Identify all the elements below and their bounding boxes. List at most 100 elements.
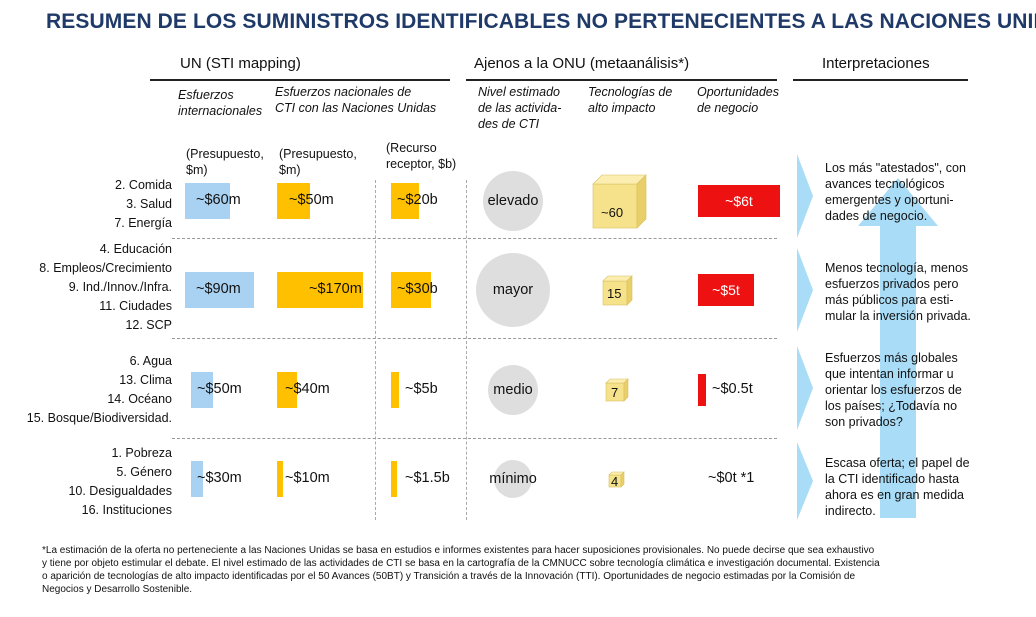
row-separator [172,238,777,239]
tech-count: 15 [607,285,622,301]
sdg-label: 13. Clima [119,373,172,387]
interpretation-line: Esfuerzos más globales [825,351,958,365]
recipient-resource-value: ~$30b [397,281,438,297]
interpretation-text: Los más "atestados", con avances tecnológ… [825,160,1000,224]
column-separator [375,180,376,520]
business-opportunity-box: ~$5t [698,274,754,306]
sdg-label-group: 4. Educación 8. Empleos/Crecimiento 9. Ind… [39,240,172,335]
tech-cube-icon [605,378,629,402]
activity-level-circle: medio [488,365,538,415]
sdg-label: 16. Instituciones [81,503,172,517]
intl-budget-value: ~$30m [197,470,242,486]
chevron-right-icon [797,154,813,238]
sdg-label: 3. Salud [126,197,172,211]
activity-level-label: mayor [492,282,534,298]
interpretation-line: la CTI identificado hasta [825,472,960,486]
unit-recurso: (Recurso receptor, $b) [386,141,457,171]
interpretation-line: avances tecnológicos [825,177,945,191]
activity-level-label: elevado [487,193,539,209]
subheader-level: Nivel estimado de las activida- des de C… [478,85,562,131]
intl-budget-bar [185,272,254,308]
sdg-label-group: 1. Pobreza 5. Género 10. Desigualdades 16. … [68,444,172,520]
interpretation-line: que intentan informar u [825,367,954,381]
recipient-resource-bar [391,183,419,219]
page-title: RESUMEN DE LOS SUMINISTROS IDENTIFICABLE… [46,10,1036,33]
business-opportunity-box: ~$6t [698,185,780,217]
sdg-label: 15. Bosque/Biodiversidad. [26,411,172,425]
interpretation-line: más públicos para esti- [825,293,954,307]
unit-natl: (Presupuesto, $m) [279,147,357,177]
interpretation-line: Menos tecnología, menos [825,261,969,275]
interpretation-line: Escasa oferta; el papel de [825,456,970,470]
interpretation-line: esfuerzos privados pero [825,277,959,291]
sdg-label: 10. Desigualdades [68,484,172,498]
tech-count: ~60 [601,204,624,220]
natl-budget-value: ~$40m [285,381,330,397]
tech-count: 4 [611,473,619,489]
header-rule-non-un [466,79,777,81]
activity-level-circle: mínimo [489,460,537,498]
natl-budget-value: ~$170m [309,281,362,297]
unit-intl: (Presupuesto, $m) [186,147,264,177]
header-rule-interp [793,79,968,81]
column-separator [466,180,467,520]
tech-cube-icon [592,173,647,229]
tech-cube-icon [608,470,625,488]
up-arrow-icon [858,178,938,518]
natl-budget-value: ~$50m [289,192,334,208]
interpretation-line: mular la inversión privada. [825,309,971,323]
intl-budget-bar [191,372,213,408]
subheader-natl: Esfuerzos nacionales de CTI con las Naci… [275,85,437,115]
interpretation-text: Escasa oferta; el papel de la CTI identif… [825,455,1000,519]
interpretation-line: emergentes y oportuni- [825,193,954,207]
interpretation-line: los países; ¿Todavía no [825,399,958,413]
natl-budget-bar [277,183,310,219]
intl-budget-value: ~$50m [197,381,242,397]
intl-budget-value: ~$90m [196,281,241,297]
interpretation-line: dades de negocio. [825,209,928,223]
sdg-label: 1. Pobreza [111,446,172,460]
recipient-resource-bar [391,372,399,408]
interpretation-line: indirecto. [825,504,876,518]
interpretation-line: ahora es en gran medida [825,488,964,502]
chevron-right-icon [797,248,813,332]
intl-budget-bar [185,183,230,219]
activity-level-label: mínimo [489,471,537,487]
intl-budget-bar [191,461,203,497]
interpretation-line: Los más "atestados", con [825,161,966,175]
recipient-resource-value: ~$1.5b [405,470,450,486]
business-opportunity-value: ~$0t *1 [708,470,755,486]
recipient-resource-value: ~$20b [397,192,438,208]
header-interpretaciones: Interpretaciones [822,55,930,72]
sdg-label: 4. Educación [99,242,172,256]
activity-level-circle: elevado [483,171,543,231]
sdg-label: 11. Ciudades [99,299,172,313]
header-un: UN (STI mapping) [180,55,301,72]
subheader-intl: Esfuerzos internacionales [178,88,263,118]
sdg-label: 5. Género [116,465,172,479]
header-rule-un [150,79,450,81]
chevron-right-icon [797,442,813,520]
business-opportunity-value: ~$5t [712,282,740,298]
interpretation-line: son privados? [825,415,903,429]
header-non-un: Ajenos a la ONU (metaanálisis*) [474,55,690,72]
sdg-label: 6. Agua [129,354,172,368]
sdg-label: 12. SCP [125,318,172,332]
interpretation-text: Esfuerzos más globales que intentan infor… [825,350,1000,430]
business-opportunity-value: ~$0.5t [712,381,753,397]
recipient-resource-bar [391,272,431,308]
natl-budget-bar [277,372,297,408]
business-opportunity-bar [698,374,706,406]
tech-count: 7 [611,385,619,400]
row-separator [172,338,777,339]
sdg-label: 14. Océano [107,392,172,406]
row-separator [172,438,777,439]
sdg-label: 8. Empleos/Crecimiento [39,261,172,275]
natl-budget-bar [277,272,363,308]
sdg-label: 9. Ind./Innov./Infra. [68,280,172,294]
recipient-resource-value: ~$5b [405,381,438,397]
subheader-tech: Tecnologías de alto impacto [588,85,673,115]
recipient-resource-bar [391,461,397,497]
interpretation-line: orientar los esfuerzos de [825,383,962,397]
interpretation-text: Menos tecnología, menos esfuerzos privado… [825,260,1000,324]
